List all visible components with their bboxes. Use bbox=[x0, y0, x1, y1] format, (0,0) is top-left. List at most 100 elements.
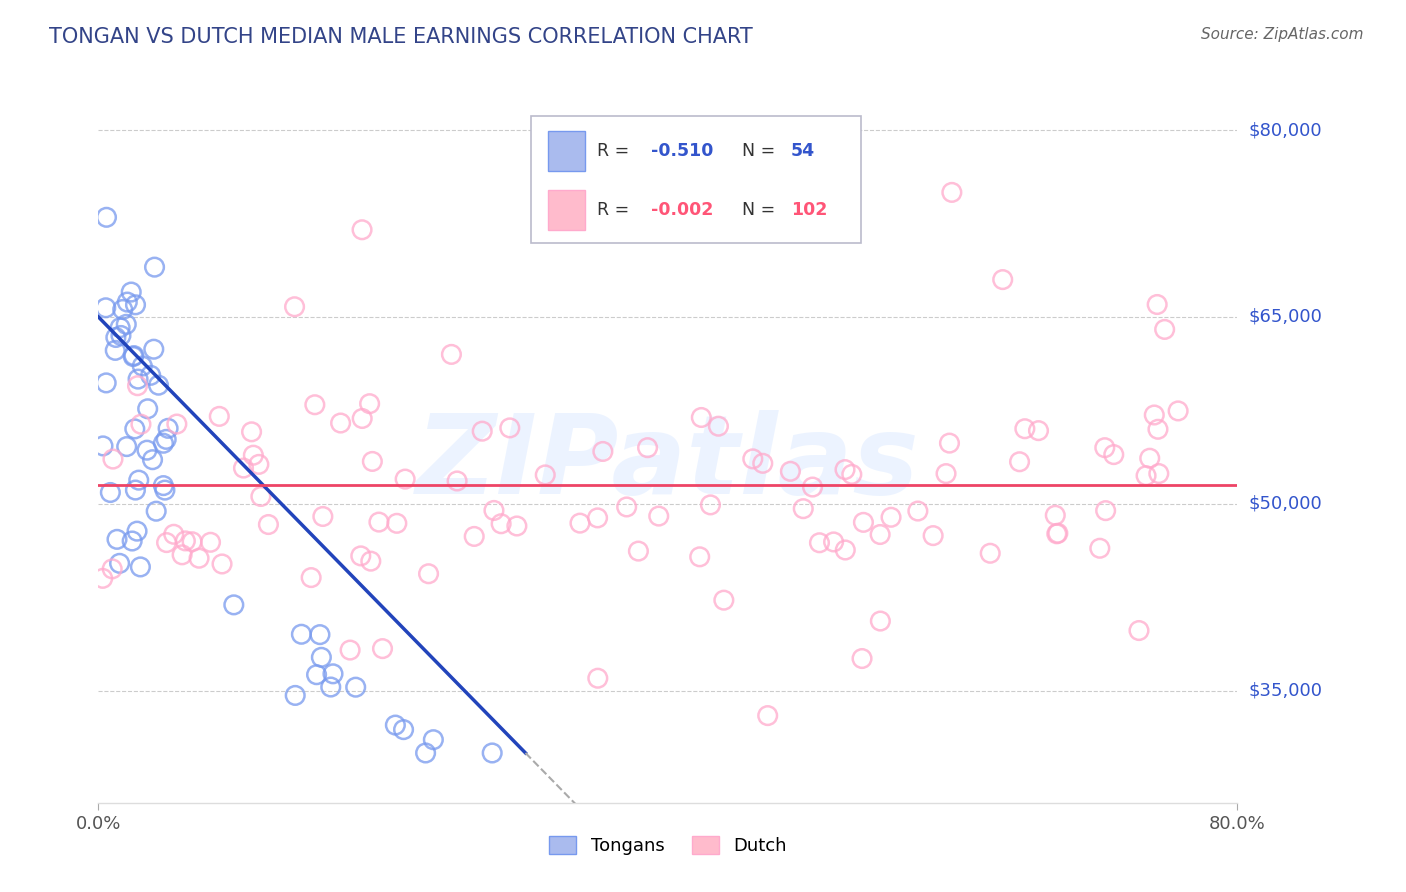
Point bbox=[907, 504, 929, 518]
Point bbox=[232, 461, 254, 475]
Point bbox=[808, 535, 831, 549]
Point bbox=[741, 451, 763, 466]
Point bbox=[568, 516, 591, 530]
Point bbox=[756, 708, 779, 723]
Point bbox=[415, 746, 437, 760]
Point bbox=[852, 516, 875, 530]
Point bbox=[222, 598, 245, 612]
Point bbox=[1143, 408, 1166, 422]
Point bbox=[792, 501, 814, 516]
Point bbox=[440, 347, 463, 361]
Point bbox=[163, 527, 186, 541]
Point bbox=[352, 223, 374, 237]
Point bbox=[1028, 424, 1050, 438]
Point bbox=[534, 467, 557, 482]
Point bbox=[869, 527, 891, 541]
Point bbox=[489, 516, 512, 531]
Point bbox=[174, 533, 197, 548]
Point bbox=[834, 543, 856, 558]
Text: 54: 54 bbox=[790, 142, 815, 160]
Point bbox=[418, 566, 440, 581]
Point bbox=[250, 490, 273, 504]
Point bbox=[360, 554, 382, 568]
Point bbox=[152, 478, 174, 492]
Text: N =: N = bbox=[742, 202, 775, 219]
Point bbox=[506, 519, 529, 533]
Point bbox=[211, 557, 233, 571]
Point bbox=[129, 417, 152, 432]
Point bbox=[105, 533, 128, 547]
Point bbox=[823, 535, 845, 549]
Point bbox=[91, 439, 114, 453]
Point bbox=[309, 627, 332, 641]
Point bbox=[499, 421, 522, 435]
Point bbox=[329, 416, 352, 430]
Point bbox=[851, 651, 873, 665]
Point bbox=[880, 510, 903, 524]
Text: N =: N = bbox=[742, 142, 775, 160]
Point bbox=[91, 571, 114, 585]
Point bbox=[311, 650, 333, 665]
Point bbox=[1014, 422, 1036, 436]
Point bbox=[122, 349, 145, 363]
Point bbox=[385, 516, 408, 531]
Point bbox=[117, 295, 139, 310]
Point bbox=[136, 443, 159, 458]
Point bbox=[446, 474, 468, 488]
Point bbox=[242, 448, 264, 462]
Point bbox=[392, 723, 415, 737]
Point bbox=[257, 517, 280, 532]
Point bbox=[166, 417, 188, 431]
Point bbox=[96, 211, 118, 225]
Legend: Tongans, Dutch: Tongans, Dutch bbox=[541, 829, 794, 863]
Point bbox=[172, 548, 194, 562]
Point bbox=[648, 509, 671, 524]
Point bbox=[115, 318, 138, 332]
Text: -0.002: -0.002 bbox=[651, 202, 713, 219]
Point bbox=[699, 498, 721, 512]
Point bbox=[124, 422, 146, 436]
Point bbox=[352, 411, 374, 425]
Point bbox=[482, 503, 505, 517]
Point bbox=[104, 343, 127, 358]
Point bbox=[1128, 624, 1150, 638]
Point bbox=[101, 562, 124, 576]
Point bbox=[141, 452, 163, 467]
Point bbox=[1008, 455, 1031, 469]
Point bbox=[304, 398, 326, 412]
Point bbox=[689, 549, 711, 564]
Point bbox=[188, 551, 211, 566]
Point bbox=[98, 485, 121, 500]
Point bbox=[471, 424, 494, 438]
Point bbox=[922, 528, 945, 542]
Text: R =: R = bbox=[598, 142, 630, 160]
Point bbox=[127, 378, 149, 392]
Point bbox=[101, 452, 124, 467]
Point bbox=[371, 641, 394, 656]
Point bbox=[1094, 503, 1116, 517]
Point bbox=[142, 343, 165, 357]
Point bbox=[690, 410, 713, 425]
Point bbox=[148, 378, 170, 392]
Text: $50,000: $50,000 bbox=[1249, 495, 1322, 513]
Point bbox=[104, 330, 127, 344]
Point bbox=[128, 473, 150, 487]
Point bbox=[115, 440, 138, 454]
Point bbox=[1147, 467, 1170, 481]
FancyBboxPatch shape bbox=[548, 131, 585, 171]
Point bbox=[713, 593, 735, 607]
Point bbox=[139, 368, 162, 383]
Point bbox=[111, 302, 134, 317]
Point bbox=[122, 350, 145, 364]
Text: ZIPatlas: ZIPatlas bbox=[416, 409, 920, 516]
Point bbox=[339, 643, 361, 657]
Point bbox=[422, 732, 444, 747]
FancyBboxPatch shape bbox=[548, 191, 585, 230]
Point bbox=[136, 401, 159, 416]
Point bbox=[155, 433, 177, 447]
Point bbox=[779, 464, 801, 478]
Point bbox=[1167, 404, 1189, 418]
Point bbox=[1094, 441, 1116, 455]
Point bbox=[290, 627, 312, 641]
Text: TONGAN VS DUTCH MEDIAN MALE EARNINGS CORRELATION CHART: TONGAN VS DUTCH MEDIAN MALE EARNINGS COR… bbox=[49, 27, 754, 46]
